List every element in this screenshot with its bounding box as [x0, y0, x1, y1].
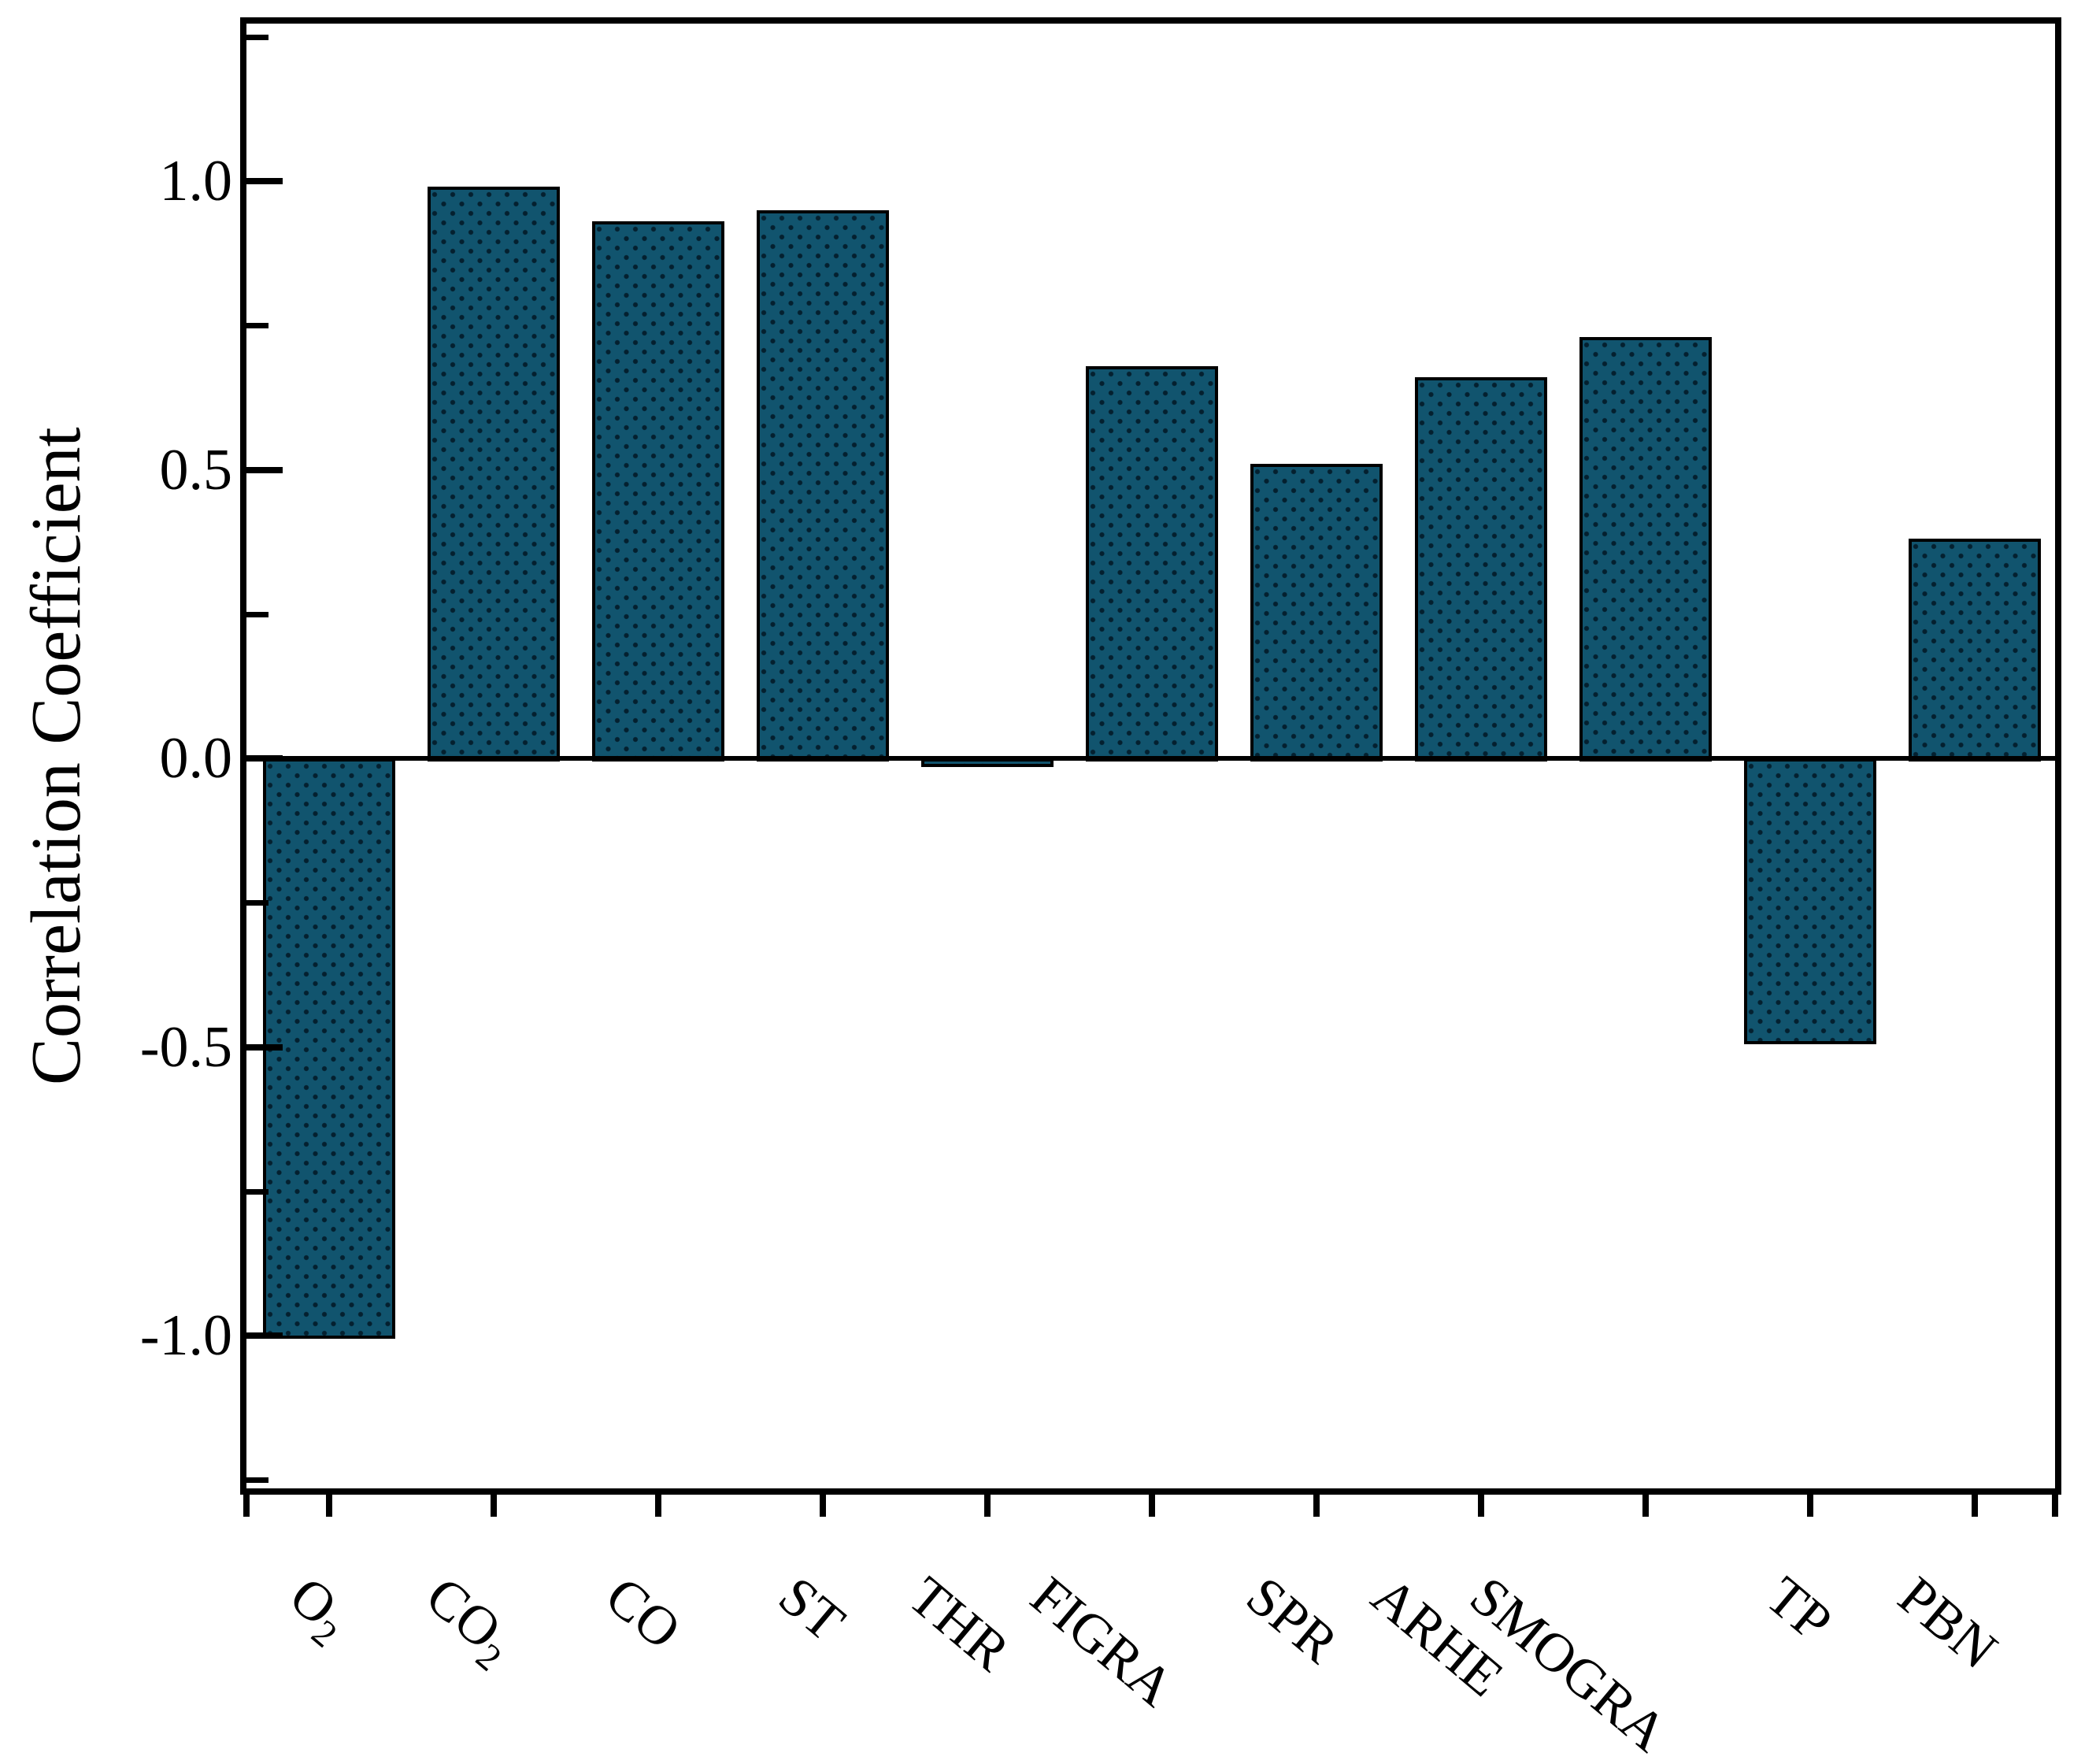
x-category-label-o2: O2 — [278, 1566, 348, 1656]
bar-arhe — [1415, 377, 1547, 762]
x-category-label-tp: TP — [1754, 1566, 1843, 1654]
x-tick — [1972, 1488, 1978, 1517]
y-tick-label: 0.5 — [159, 437, 233, 502]
bar-smogra — [1579, 336, 1712, 762]
x-category-label-pbn: PBN — [1887, 1566, 2009, 1681]
y-minor-tick — [246, 34, 268, 40]
x-tick — [1807, 1488, 1813, 1517]
x-category-label-thr: THR — [897, 1566, 1021, 1683]
y-major-tick — [246, 1332, 283, 1339]
x-tick — [326, 1488, 332, 1517]
x-tick — [1313, 1488, 1320, 1517]
bar-st — [757, 209, 889, 762]
x-tick — [1149, 1488, 1155, 1517]
y-tick-label: -0.5 — [139, 1014, 232, 1080]
y-minor-tick — [246, 611, 268, 617]
bar-co — [592, 221, 724, 762]
bar-pbn — [1909, 539, 2041, 762]
y-minor-tick — [246, 323, 268, 329]
bar-co2 — [428, 187, 560, 762]
x-category-label-co2: CO2 — [414, 1566, 513, 1680]
x-category-label-st: ST — [767, 1566, 856, 1654]
bar-o2 — [263, 758, 395, 1339]
y-major-tick — [246, 466, 283, 473]
x-category-label-figra: FIGRA — [1019, 1566, 1185, 1719]
x-tick — [243, 1488, 250, 1517]
x-category-label-spr: SPR — [1235, 1566, 1350, 1676]
y-major-tick — [246, 1043, 283, 1051]
x-category-label-co: CO — [594, 1566, 692, 1662]
x-tick — [491, 1488, 497, 1517]
y-tick-label: 1.0 — [159, 149, 233, 213]
y-major-tick — [246, 755, 283, 762]
bar-figra — [1086, 365, 1218, 762]
x-tick — [655, 1488, 661, 1517]
x-tick — [984, 1488, 991, 1517]
bar-spr — [1250, 464, 1383, 762]
x-tick — [1478, 1488, 1484, 1517]
bar-tp — [1744, 758, 1876, 1045]
y-axis-title: Correlation Coefficient — [17, 427, 95, 1085]
y-minor-tick — [246, 900, 268, 906]
y-minor-tick — [246, 1188, 268, 1195]
y-major-tick — [246, 178, 283, 184]
x-tick — [820, 1488, 826, 1517]
y-tick-label: -1.0 — [139, 1303, 232, 1368]
zero-axis-line — [246, 756, 2055, 761]
x-tick — [2052, 1488, 2058, 1517]
y-tick-label: 0.0 — [159, 726, 233, 791]
x-tick — [1642, 1488, 1649, 1517]
y-minor-tick — [246, 1477, 268, 1484]
